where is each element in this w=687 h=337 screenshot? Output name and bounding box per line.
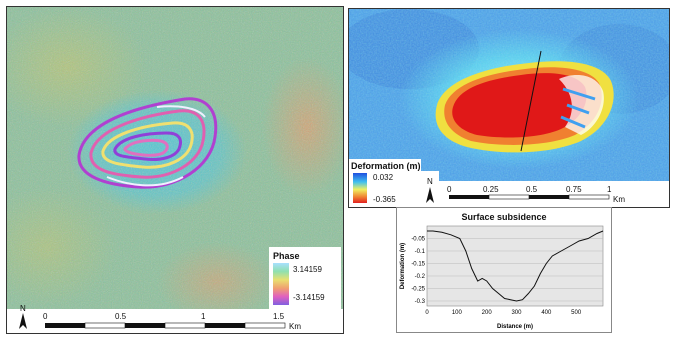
x-tick-label: 0: [425, 310, 429, 316]
right-scale-tick-3: 0.75: [566, 185, 582, 194]
right-scale-bar: 0 0.25 0.5 0.75 1 Km: [439, 181, 669, 207]
phase-fringes: [77, 97, 218, 189]
right-scale-tick-4: 1: [607, 185, 612, 194]
right-north-label: N: [427, 177, 433, 186]
y-tick-label: -0.25: [411, 287, 425, 293]
y-tick-label: -0.1: [415, 249, 426, 255]
y-axis-label: Deformation (m): [400, 243, 406, 289]
x-tick-label: 400: [541, 310, 552, 316]
phase-color-ramp: [273, 263, 289, 305]
y-tick-label: -0.05: [411, 237, 425, 243]
left-scale-tick-1: 0.5: [115, 312, 127, 321]
left-scale-tick-2: 1: [201, 312, 206, 321]
subsidence-profile-line: [427, 230, 604, 302]
phase-legend-max: 3.14159: [293, 265, 322, 274]
phase-legend-title: Phase: [273, 251, 300, 261]
phase-legend: Phase 3.14159 -3.14159: [269, 247, 341, 309]
profile-transect-line: [520, 50, 542, 152]
deformation-legend-min: -0.365: [373, 195, 396, 204]
right-scale-tick-1: 0.25: [483, 185, 499, 194]
x-tick-label: 500: [571, 310, 582, 316]
right-scale-unit: Km: [613, 195, 625, 204]
plot-area: [426, 225, 604, 307]
y-tick-label: -0.15: [411, 262, 425, 268]
right-scale-tick-0: 0: [447, 185, 452, 194]
deformation-canvas: Deformation (m) 0.032 -0.365 N 0 0.25 0.…: [349, 9, 669, 207]
left-scale-unit: Km: [289, 322, 301, 331]
y-tick-label: -0.3: [415, 299, 426, 305]
deformation-legend-max: 0.032: [373, 173, 394, 182]
x-tick-label: 100: [452, 310, 463, 316]
north-label: N: [20, 304, 26, 313]
left-scale-bar: 0 0.5 1 1.5 Km: [43, 312, 301, 331]
surface-subsidence-chart: Surface subsidence -0.05 -0.1 -0.15 -0.2 -0.…: [396, 207, 612, 333]
deformation-legend: Deformation (m) 0.032 -0.365: [349, 159, 421, 207]
left-scale-tick-0: 0: [43, 312, 48, 321]
right-north-arrow: N: [421, 171, 439, 207]
x-axis-label: Distance (m): [497, 324, 533, 330]
right-scale-tick-2: 0.5: [526, 185, 538, 194]
y-tick-label: -0.2: [415, 274, 426, 280]
interferogram-map: Phase 3.14159 -3.14159 N 0 0.5 1 1.5 Km: [6, 6, 344, 334]
phase-legend-min: -3.14159: [293, 293, 325, 302]
x-tick-label: 300: [511, 310, 522, 316]
chart-title: Surface subsidence: [461, 212, 546, 222]
north-arrow: N: [19, 304, 27, 329]
x-tick-label: 200: [482, 310, 493, 316]
profile-chart-canvas: Surface subsidence -0.05 -0.1 -0.15 -0.2 -0.…: [400, 212, 604, 330]
interferogram-canvas: Phase 3.14159 -3.14159 N 0 0.5 1 1.5 Km: [7, 7, 343, 333]
deformation-map: Deformation (m) 0.032 -0.365 N 0 0.25 0.…: [348, 8, 670, 208]
subsidence-core: [452, 73, 587, 138]
left-scale-tick-3: 1.5: [273, 312, 285, 321]
deformation-legend-title: Deformation (m): [351, 161, 421, 171]
deformation-color-ramp: [353, 173, 367, 203]
